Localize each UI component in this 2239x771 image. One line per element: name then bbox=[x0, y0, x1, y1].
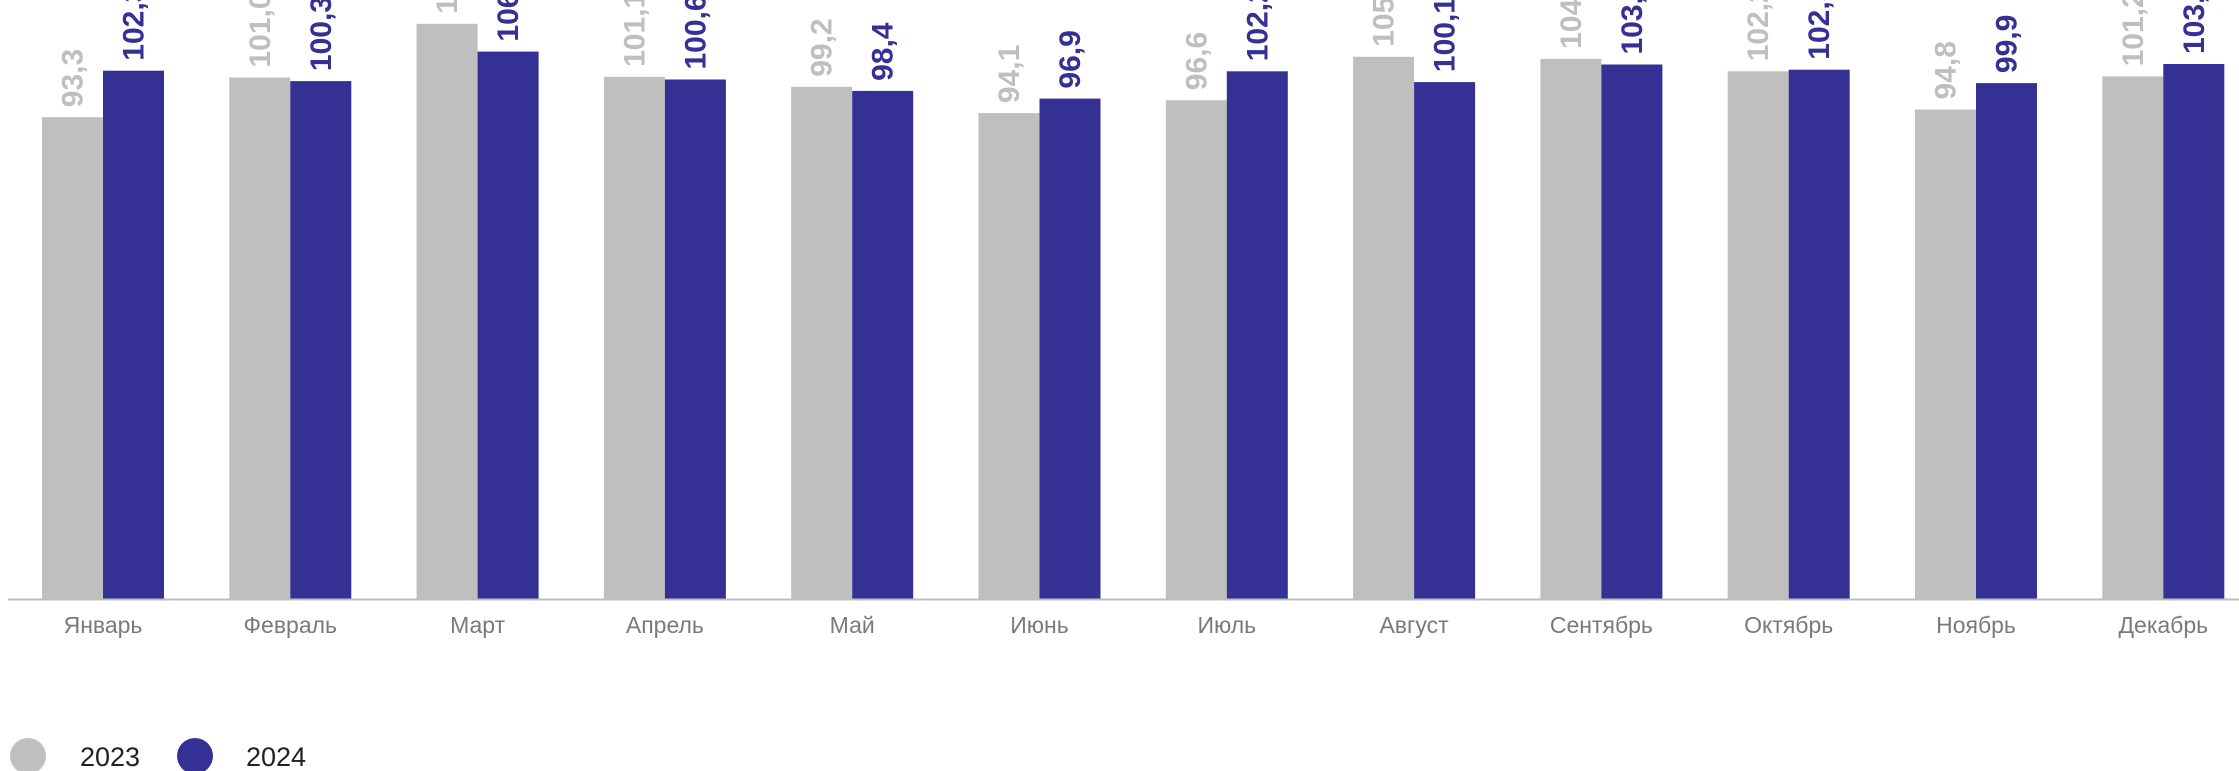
bar-2023-9 bbox=[1540, 58, 1602, 599]
category-labels-group: Январь Февраль Март Апрель Май Июнь Июль Август… bbox=[64, 612, 2209, 638]
category-label-5: Май bbox=[830, 612, 875, 638]
value-label-2023-3: 111,4 bbox=[431, 0, 464, 14]
value-label-2024-2: 100,3 bbox=[305, 0, 338, 71]
bar-2023-5 bbox=[791, 86, 853, 600]
value-label-2024-7: 102,2 bbox=[1241, 0, 1274, 61]
category-label-11: Ноябрь bbox=[1936, 612, 2016, 638]
value-label-2023-4: 101,1 bbox=[618, 0, 651, 67]
value-label-2024-8: 100,1 bbox=[1429, 0, 1462, 72]
value-label-2023-8: 105,0 bbox=[1368, 0, 1401, 47]
legend-swatch-2024 bbox=[177, 738, 213, 771]
bar-2023-6 bbox=[978, 113, 1040, 599]
bar-2023-1 bbox=[42, 117, 103, 599]
value-label-2024-12: 103,6 bbox=[2178, 0, 2211, 54]
category-label-6: Июнь bbox=[1010, 612, 1068, 638]
bar-2023-2 bbox=[229, 77, 291, 599]
bar-2024-5 bbox=[852, 90, 914, 600]
value-label-2024-4: 100,6 bbox=[679, 0, 712, 70]
category-label-3: Март bbox=[450, 612, 505, 638]
category-label-1: Январь bbox=[64, 612, 143, 638]
bar-2023-4 bbox=[603, 76, 665, 599]
value-label-2024-1: 102,3 bbox=[118, 0, 151, 61]
legend: 2023 2024 bbox=[10, 738, 306, 771]
bar-2023-7 bbox=[1165, 100, 1227, 599]
category-label-12: Декабрь bbox=[2118, 612, 2208, 638]
value-label-2024-3: 106,0 bbox=[492, 0, 525, 42]
bar-2024-4 bbox=[664, 79, 726, 599]
bar-2024-11 bbox=[1976, 83, 2037, 600]
value-label-2024-6: 96,9 bbox=[1054, 30, 1087, 88]
value-labels-group: 93,3 102,3 101,0 100,3 111,4 106,0 101,1 100,6 9… bbox=[57, 0, 2211, 107]
category-label-7: Июль bbox=[1197, 612, 1256, 638]
bar-2023-11 bbox=[1915, 109, 1976, 599]
legend-swatch-2023 bbox=[10, 738, 46, 771]
bar-2024-10 bbox=[1788, 69, 1850, 599]
value-label-2024-11: 99,9 bbox=[1991, 15, 2024, 73]
category-label-9: Сентябрь bbox=[1550, 612, 1653, 638]
bar-2024-1 bbox=[103, 70, 164, 599]
bar-2023-10 bbox=[1727, 71, 1789, 600]
bar-2023-8 bbox=[1353, 56, 1415, 600]
category-label-10: Октябрь bbox=[1744, 612, 1833, 638]
bar-2024-3 bbox=[477, 51, 539, 600]
bars-group bbox=[42, 23, 2225, 600]
category-label-4: Апрель bbox=[626, 612, 704, 638]
bar-2024-7 bbox=[1226, 71, 1288, 600]
value-label-2024-10: 102,5 bbox=[1803, 0, 1836, 60]
bar-2024-12 bbox=[2163, 64, 2225, 599]
value-label-2023-5: 99,2 bbox=[806, 18, 839, 76]
value-label-2023-1: 93,3 bbox=[57, 49, 90, 107]
value-label-2023-12: 101,2 bbox=[2117, 0, 2150, 66]
value-label-2024-5: 98,4 bbox=[867, 22, 900, 81]
bar-2024-8 bbox=[1414, 82, 1476, 600]
value-label-2023-10: 102,2 bbox=[1742, 0, 1775, 61]
bar-2023-12 bbox=[2102, 76, 2164, 599]
value-label-2023-11: 94,8 bbox=[1930, 41, 1963, 99]
legend-label-2024: 2024 bbox=[246, 742, 306, 771]
value-label-2023-2: 101,0 bbox=[244, 0, 277, 68]
bar-2024-6 bbox=[1039, 98, 1101, 599]
category-label-8: Август bbox=[1379, 612, 1449, 638]
value-label-2024-9: 103,5 bbox=[1616, 0, 1649, 55]
value-label-2023-9: 104,6 bbox=[1555, 0, 1588, 49]
bar-2023-3 bbox=[416, 23, 478, 600]
value-label-2023-6: 94,1 bbox=[993, 45, 1026, 103]
bar-2024-9 bbox=[1601, 64, 1663, 599]
value-label-2023-7: 96,6 bbox=[1180, 32, 1213, 90]
bar-2024-2 bbox=[290, 81, 352, 600]
legend-label-2023: 2023 bbox=[80, 742, 140, 771]
category-label-2: Февраль bbox=[244, 612, 337, 638]
